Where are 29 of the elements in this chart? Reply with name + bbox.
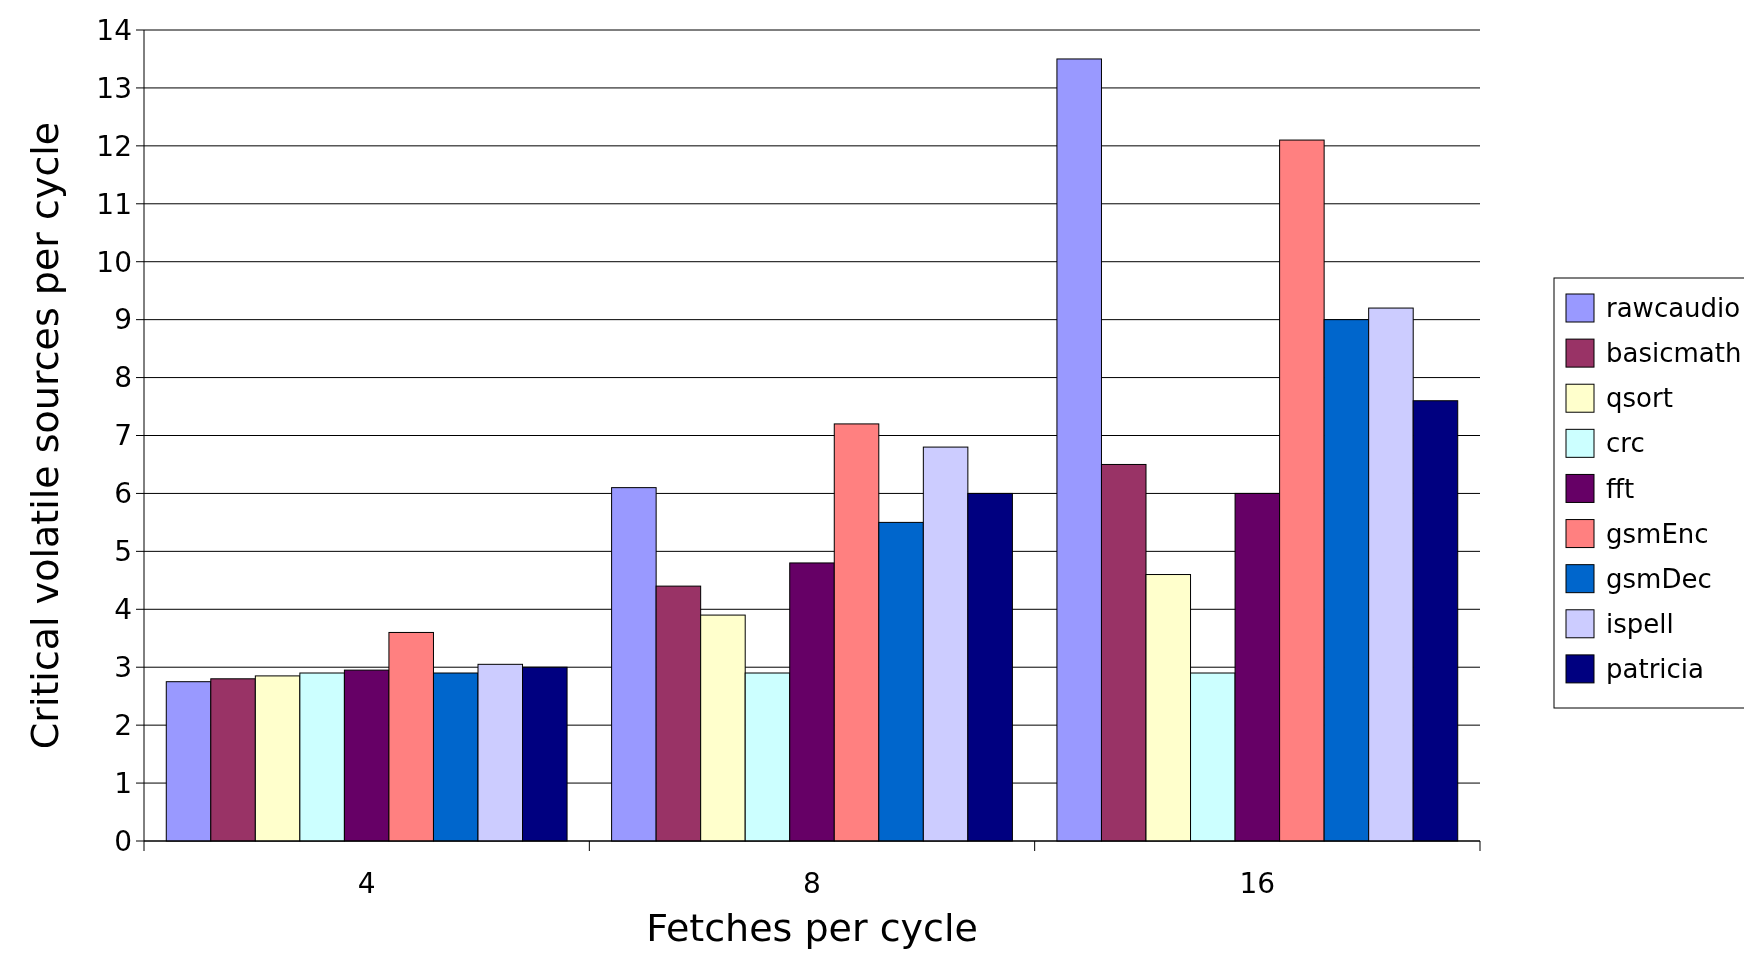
legend-label: basicmath [1606, 338, 1742, 369]
x-tick-label: 4 [357, 867, 376, 900]
y-tick-label: 6 [114, 477, 132, 511]
y-tick-label: 1 [114, 766, 132, 800]
y-tick-label: 14 [96, 13, 132, 47]
x-axis-title: Fetches per cycle [646, 906, 978, 950]
legend-label: crc [1606, 428, 1645, 459]
legend-label: fft [1606, 473, 1635, 504]
y-tick-label: 0 [114, 824, 132, 858]
legend-label: patricia [1606, 653, 1704, 684]
y-tick-label: 3 [114, 651, 132, 685]
legend-label: gsmEnc [1606, 518, 1709, 549]
legend-label: rawcaudio [1606, 293, 1741, 324]
y-tick-label: 5 [114, 535, 132, 569]
y-tick-label: 4 [114, 593, 132, 627]
y-tick-label: 13 [96, 71, 132, 105]
y-axis-title: Critical volatile sources per cycle [23, 121, 67, 750]
y-tick-label: 9 [114, 303, 132, 337]
y-tick-label: 7 [114, 419, 132, 453]
legend-label: gsmDec [1606, 563, 1712, 594]
x-tick-label: 16 [1239, 867, 1276, 900]
y-tick-label: 12 [96, 129, 132, 163]
y-tick-label: 11 [96, 187, 132, 221]
legend-label: qsort [1606, 383, 1673, 414]
legend-label: ispell [1606, 608, 1674, 639]
y-tick-label: 8 [114, 361, 132, 395]
y-tick-label: 2 [114, 708, 132, 742]
x-tick-label: 8 [803, 867, 821, 900]
y-tick-label: 10 [96, 245, 132, 279]
